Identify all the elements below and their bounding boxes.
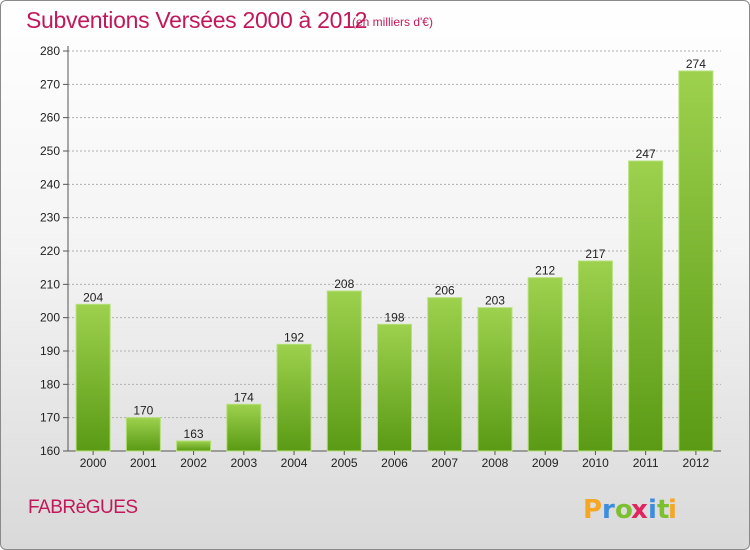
data-label: 170 bbox=[133, 404, 153, 418]
bar bbox=[226, 403, 262, 452]
x-tick-label: 2001 bbox=[130, 456, 157, 470]
x-tick-label: 2012 bbox=[683, 456, 710, 470]
bar bbox=[577, 260, 613, 452]
bar bbox=[678, 70, 714, 452]
x-tick-label: 2003 bbox=[230, 456, 257, 470]
data-label: 206 bbox=[435, 284, 455, 298]
chart-title: Subventions Versées 2000 à 2012 bbox=[26, 7, 368, 33]
y-tick-label: 190 bbox=[40, 344, 60, 358]
commune-name: FABRèGUES bbox=[28, 497, 138, 518]
data-label: 208 bbox=[334, 277, 354, 291]
x-tick-label: 2000 bbox=[80, 456, 107, 470]
y-tick-label: 170 bbox=[40, 411, 60, 425]
logo-letter: t bbox=[657, 495, 669, 525]
bar bbox=[527, 277, 563, 452]
data-label: 203 bbox=[485, 294, 505, 308]
bar bbox=[326, 290, 362, 452]
bar bbox=[125, 417, 161, 452]
y-tick-label: 200 bbox=[40, 311, 60, 325]
x-tick-label: 2010 bbox=[582, 456, 609, 470]
y-tick-label: 280 bbox=[40, 44, 60, 58]
x-tick-label: 2009 bbox=[532, 456, 559, 470]
x-tick-label: 2006 bbox=[381, 456, 408, 470]
bar bbox=[176, 440, 212, 452]
data-label: 212 bbox=[535, 264, 555, 278]
logo-letter: o bbox=[615, 495, 633, 525]
x-tick-label: 2007 bbox=[431, 456, 458, 470]
bar bbox=[628, 160, 664, 452]
y-tick-label: 240 bbox=[40, 177, 60, 191]
data-label: 247 bbox=[636, 147, 656, 161]
logo-letter: x bbox=[631, 495, 648, 525]
data-label: 163 bbox=[184, 427, 204, 441]
bar bbox=[377, 323, 412, 452]
x-tick-label: 2002 bbox=[180, 456, 207, 470]
x-tick-label: 2005 bbox=[331, 456, 358, 470]
y-tick-label: 270 bbox=[40, 77, 60, 91]
data-label: 217 bbox=[585, 247, 605, 261]
logo-letter: r bbox=[602, 495, 615, 525]
chart-subtitle: (en milliers d'€) bbox=[352, 15, 433, 29]
y-tick-label: 210 bbox=[40, 277, 60, 291]
data-label: 174 bbox=[234, 390, 254, 404]
bar bbox=[427, 297, 463, 452]
bar bbox=[75, 303, 111, 452]
data-label: 274 bbox=[686, 57, 706, 71]
bar bbox=[477, 307, 513, 452]
y-tick-label: 260 bbox=[40, 111, 60, 125]
y-tick-label: 250 bbox=[40, 144, 60, 158]
y-tick-label: 160 bbox=[40, 444, 60, 458]
data-label: 198 bbox=[384, 310, 404, 324]
bar bbox=[276, 343, 312, 452]
y-tick-label: 220 bbox=[40, 244, 60, 258]
data-label: 192 bbox=[284, 330, 304, 344]
logo-letter: i bbox=[648, 495, 657, 525]
logo-letter: i bbox=[668, 495, 677, 525]
x-tick-label: 2011 bbox=[633, 456, 659, 470]
y-tick-label: 230 bbox=[40, 211, 60, 225]
x-tick-label: 2004 bbox=[281, 456, 308, 470]
y-tick-label: 180 bbox=[40, 377, 60, 391]
logo-letter: P bbox=[583, 495, 602, 525]
x-tick-label: 2008 bbox=[482, 456, 509, 470]
data-label: 204 bbox=[83, 290, 103, 304]
